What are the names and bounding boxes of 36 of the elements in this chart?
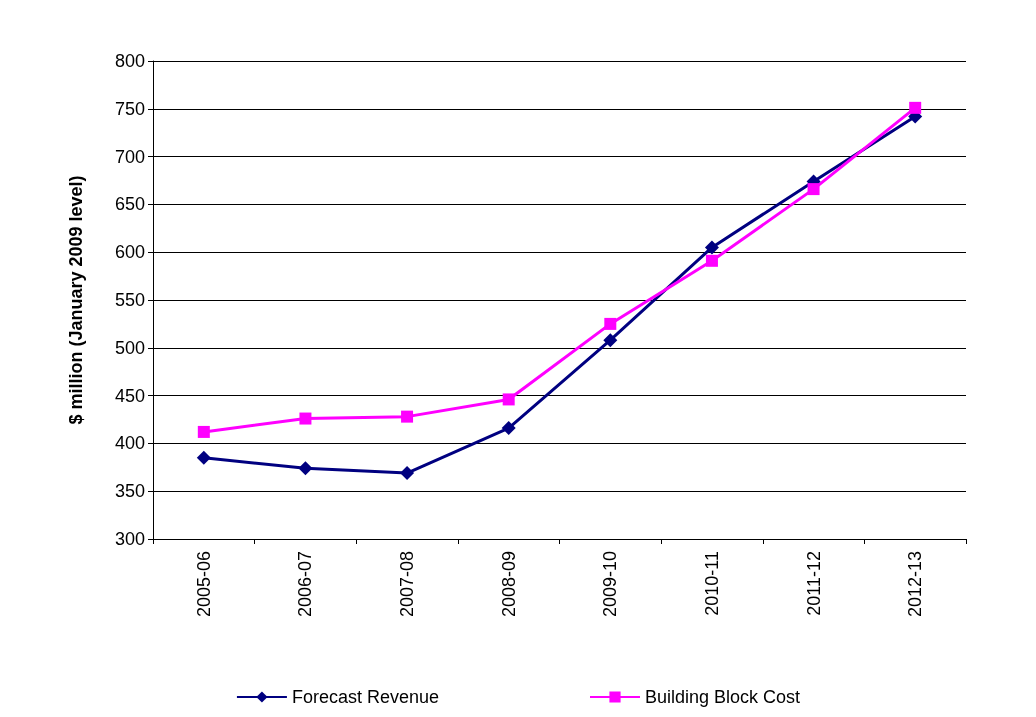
x-tick-label: 2006-07 <box>295 551 316 618</box>
x-tick-label: 2012-13 <box>905 551 926 618</box>
point <box>909 101 922 114</box>
y-tick-label: 400 <box>114 433 145 454</box>
y-tick-label: 700 <box>114 146 145 167</box>
x-tick-label: 2009-10 <box>600 551 621 618</box>
y-tick-label: 350 <box>114 481 145 502</box>
y-tick-label: 450 <box>114 385 145 406</box>
legend-label: Building Block Cost <box>645 687 801 707</box>
point <box>401 410 414 423</box>
point <box>501 421 516 436</box>
y-tick-label: 650 <box>114 194 145 215</box>
point <box>197 425 210 438</box>
y-tick-label: 550 <box>114 290 145 310</box>
y-tick-label: 800 <box>114 51 145 71</box>
y-tick-label: 600 <box>114 242 145 263</box>
point <box>299 412 312 425</box>
point <box>604 317 617 330</box>
point <box>196 450 211 465</box>
point <box>705 254 718 267</box>
x-tick-label: 2005-06 <box>193 551 214 618</box>
point <box>603 333 618 348</box>
point <box>704 240 719 255</box>
x-tick-label: 2007-08 <box>397 551 418 618</box>
y-tick-label: 750 <box>114 98 145 119</box>
legend-label: Forecast Revenue <box>291 687 439 707</box>
y-tick-label: 500 <box>114 337 145 358</box>
point <box>400 466 415 481</box>
point <box>298 461 313 476</box>
x-tick-label: 2010-11 <box>701 551 722 616</box>
x-tick-label: 2008-09 <box>498 551 519 618</box>
x-tick-label: 2011-12 <box>803 551 824 616</box>
point <box>807 183 820 196</box>
point <box>502 393 515 406</box>
y-axis-title: $ million (January 2009 level) <box>66 175 86 425</box>
y-tick-label: 300 <box>114 529 145 549</box>
